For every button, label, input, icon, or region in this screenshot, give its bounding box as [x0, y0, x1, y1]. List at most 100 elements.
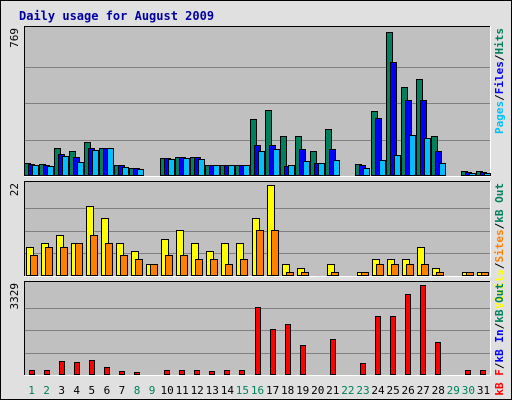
day-label: 11 [176, 384, 189, 397]
bar-sites-day-9 [150, 264, 158, 276]
day-label: 25 [386, 384, 399, 397]
bar-sites-day-24 [376, 264, 384, 276]
bars [24, 32, 491, 176]
bar-pages-day-15 [243, 165, 250, 176]
bar-pages-day-27 [424, 138, 431, 176]
day-label: 2 [43, 384, 50, 397]
bar-sites-day-1 [30, 255, 38, 276]
bar-kb-f-day-23 [360, 363, 366, 375]
bar-kb-f-day-19 [300, 345, 306, 375]
series-legend-part: / [493, 262, 506, 269]
panel-2: 22 Visits/Sites/kB Out [8, 181, 506, 309]
day-label: 22 [341, 384, 354, 397]
series-legend-part: Pages [493, 101, 506, 134]
y-max-label: 22 [8, 183, 21, 196]
panel-3: 3329 kB F/kB In/kB Out [8, 281, 506, 396]
bar-kb-f-day-31 [480, 370, 486, 375]
bar-kb-f-day-10 [164, 370, 170, 375]
bar-pages-day-7 [122, 167, 129, 176]
bar-sites-day-25 [391, 264, 399, 276]
bars [29, 285, 486, 375]
bar-sites-day-18 [286, 272, 294, 276]
bar-files-day-25 [390, 62, 397, 176]
day-label: 15 [236, 384, 249, 397]
bar-sites-day-26 [406, 264, 414, 276]
bar-sites-day-8 [135, 259, 143, 276]
bar-pages-day-11 [183, 158, 190, 176]
bar-sites-day-19 [301, 272, 309, 276]
bar-pages-day-3 [62, 156, 69, 176]
day-labels: 1 2 3 4 5 6 7 8 9 10 11 12 13 14 15 16 17 18 19 20 21 22 23 24 2… [28, 384, 490, 397]
day-label: 6 [104, 384, 111, 397]
series-legend: Visits/Sites/kB Out [493, 183, 506, 309]
day-label: 7 [119, 384, 126, 397]
bar-kb-f-day-17 [270, 329, 276, 375]
bar-sites-day-10 [165, 255, 173, 276]
series-legend-part: / [493, 222, 506, 229]
series-legend-part: Sites [493, 229, 506, 262]
bar-pages-day-4 [77, 162, 84, 176]
bars [26, 185, 489, 276]
bar-sites-day-28 [436, 272, 444, 276]
bar-pages-day-20 [318, 163, 325, 176]
bar-pages-day-10 [168, 159, 175, 176]
bar-kb-f-day-4 [74, 362, 80, 375]
bar-kb-f-day-16 [255, 307, 261, 375]
y-max-label: 769 [8, 28, 21, 48]
day-label: 24 [371, 384, 385, 397]
bar-kb-f-day-1 [29, 370, 35, 375]
bar-sites-day-15 [240, 259, 248, 276]
bar-pages-day-24 [379, 160, 386, 176]
day-label: 31 [477, 384, 490, 397]
bar-pages-day-12 [198, 159, 205, 176]
bar-pages-day-14 [228, 165, 235, 176]
bar-sites-day-11 [180, 255, 188, 276]
y-max-label: 3329 [8, 283, 21, 310]
day-label: 5 [88, 384, 95, 397]
bar-kb-f-day-24 [375, 316, 381, 375]
bar-pages-day-30 [469, 173, 476, 176]
day-label: 10 [160, 384, 173, 397]
bar-sites-day-23 [361, 272, 369, 276]
bar-kb-f-day-18 [285, 324, 291, 375]
bar-hits-day-17 [265, 110, 272, 176]
bar-kb-f-day-26 [405, 294, 411, 375]
bar-pages-day-28 [439, 163, 446, 176]
bar-kb-f-day-5 [89, 360, 95, 375]
bar-sites-day-12 [195, 259, 203, 276]
bar-sites-day-4 [75, 243, 83, 276]
bar-sites-day-7 [120, 255, 128, 276]
bar-sites-day-16 [256, 230, 264, 276]
day-label: 3 [58, 384, 65, 397]
bar-kb-f-day-15 [239, 370, 245, 375]
bar-pages-day-21 [333, 160, 340, 176]
day-label: 9 [149, 384, 156, 397]
bar-kb-f-day-6 [104, 367, 110, 375]
bar-kb-f-day-28 [435, 342, 441, 375]
day-label: 14 [221, 384, 235, 397]
bar-pages-day-31 [484, 173, 491, 176]
day-label: 28 [432, 384, 445, 397]
bar-kb-f-day-12 [194, 370, 200, 375]
bar-pages-day-1 [32, 165, 39, 176]
bar-pages-day-23 [363, 168, 370, 176]
bar-hits-day-18 [280, 136, 287, 176]
bar-kb-f-day-2 [44, 370, 50, 375]
bar-sites-day-21 [331, 272, 339, 276]
panel-1: 769 Pages/Files/Hits [8, 26, 506, 177]
series-legend-part: Visits [493, 269, 506, 309]
day-label: 17 [266, 384, 279, 397]
series-legend: kB F/kB In/kB Out [493, 283, 506, 396]
bar-pages-day-19 [303, 161, 310, 176]
bar-kb-f-day-25 [390, 316, 396, 375]
chart-title: Daily usage for August 2009 [19, 9, 214, 23]
day-label: 20 [311, 384, 324, 397]
day-label: 8 [134, 384, 141, 397]
bar-sites-day-5 [90, 235, 98, 276]
bar-kb-f-day-3 [59, 361, 65, 375]
bar-kb-f-day-13 [209, 371, 215, 375]
bar-kb-f-day-14 [224, 370, 230, 375]
bar-kb-f-day-27 [420, 285, 426, 375]
bar-files-day-24 [375, 118, 382, 176]
series-legend: Pages/Files/Hits [493, 28, 506, 134]
